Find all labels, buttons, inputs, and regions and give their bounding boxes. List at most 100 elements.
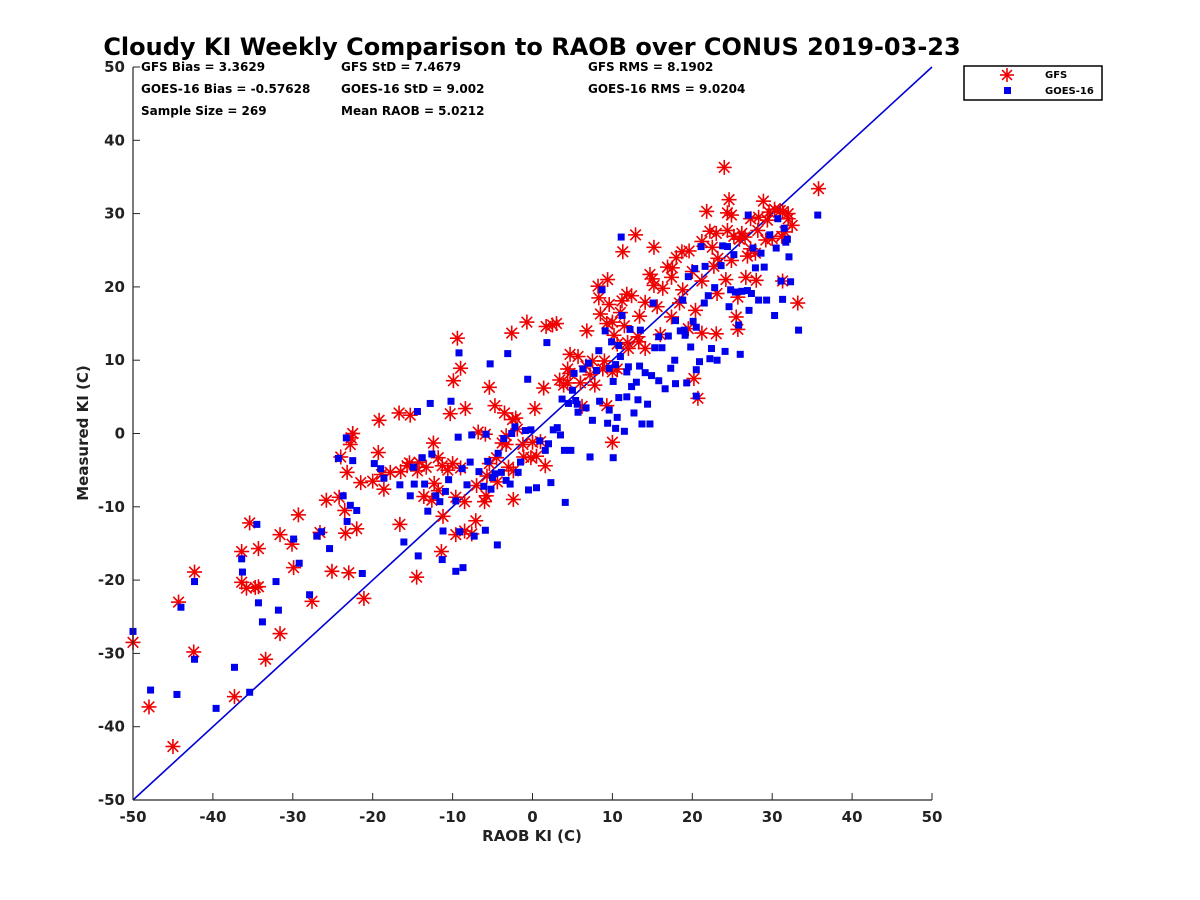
gfs-point bbox=[737, 229, 753, 245]
gfs-point bbox=[226, 689, 242, 705]
y-tick-label: -50 bbox=[98, 791, 125, 809]
gfs-point bbox=[519, 314, 535, 330]
x-tick-label: 20 bbox=[682, 808, 703, 826]
goes16-point bbox=[613, 413, 621, 421]
gfs-point bbox=[453, 360, 469, 376]
gfs-point bbox=[699, 203, 715, 219]
y-axis-ticks: -50 -40 -30 -20 -10 0 10 20 30 40 50 bbox=[98, 58, 140, 809]
goes16-point bbox=[525, 486, 533, 494]
goes16-point bbox=[421, 480, 429, 488]
gfs-point bbox=[497, 405, 513, 421]
gfs-point bbox=[600, 272, 616, 288]
gfs-point bbox=[570, 349, 586, 365]
gfs-point bbox=[592, 306, 608, 322]
legend: GFS GOES-16 bbox=[963, 65, 1103, 101]
y-tick-label: 10 bbox=[104, 351, 125, 369]
goes16-point bbox=[641, 369, 649, 377]
goes16-point bbox=[579, 365, 587, 373]
goes16-point bbox=[414, 552, 422, 560]
goes16-point bbox=[630, 409, 638, 417]
goes16-point bbox=[334, 454, 342, 462]
goes16-point bbox=[605, 406, 613, 414]
goes16-point bbox=[717, 262, 725, 270]
goes16-point bbox=[413, 408, 421, 416]
goes16-point bbox=[258, 618, 266, 626]
gfs-point bbox=[382, 464, 398, 480]
goes16-point bbox=[736, 350, 744, 358]
goes16-point bbox=[608, 338, 616, 346]
y-tick-label: 0 bbox=[115, 425, 125, 443]
goes16-point bbox=[295, 559, 303, 567]
gfs-point bbox=[186, 644, 202, 660]
gfs-point bbox=[481, 379, 497, 395]
y-tick-label: 20 bbox=[104, 278, 125, 296]
goes16-point bbox=[787, 278, 795, 286]
x-tick-label: 30 bbox=[762, 808, 783, 826]
gfs-point bbox=[587, 377, 603, 393]
goes16-point bbox=[692, 366, 700, 374]
goes16-point bbox=[561, 498, 569, 506]
chart-title: Cloudy KI Weekly Comparison to RAOB over… bbox=[103, 33, 960, 61]
goes16-point bbox=[484, 457, 492, 465]
legend-gfs-label: GFS bbox=[1045, 70, 1067, 81]
goes16-point bbox=[500, 435, 508, 443]
legend-gfs-asterisk bbox=[1000, 68, 1014, 82]
goes16-point bbox=[735, 321, 743, 329]
gfs-point bbox=[596, 353, 612, 369]
goes16-point bbox=[358, 570, 366, 578]
goes16-point bbox=[697, 243, 705, 251]
goes16-point bbox=[616, 353, 624, 361]
gfs-point bbox=[718, 272, 734, 288]
goes16-point bbox=[664, 332, 672, 340]
goes16-point bbox=[177, 603, 185, 611]
goes16-point bbox=[604, 419, 612, 427]
goes16-point bbox=[738, 287, 746, 295]
gfs-point bbox=[687, 302, 703, 318]
goes16-point bbox=[454, 433, 462, 441]
goes16-point bbox=[380, 474, 388, 482]
gfs-point bbox=[686, 371, 702, 387]
goes16-point bbox=[290, 535, 298, 543]
gfs-point bbox=[632, 308, 648, 324]
gfs-point bbox=[572, 375, 588, 391]
gfs-point bbox=[723, 207, 739, 223]
gfs-point bbox=[716, 159, 732, 175]
goes16-point bbox=[785, 253, 793, 261]
goes16-point bbox=[755, 296, 763, 304]
gfs-point bbox=[694, 273, 710, 289]
goes16-point bbox=[543, 339, 551, 347]
goes16-point bbox=[655, 333, 663, 341]
goes16-point bbox=[681, 331, 689, 339]
goes16-point bbox=[719, 242, 727, 250]
goes16-point bbox=[691, 265, 699, 273]
goes16-point bbox=[553, 424, 561, 432]
goes16-point bbox=[795, 326, 803, 334]
goes16-point bbox=[432, 492, 440, 500]
goes16-point bbox=[377, 465, 385, 473]
goes16-point bbox=[636, 362, 644, 370]
goes16-point bbox=[556, 431, 564, 439]
gfs-point bbox=[811, 181, 827, 197]
gfs-point bbox=[604, 314, 620, 330]
goes16-point bbox=[560, 446, 568, 454]
stat-gfs-rms: GFS RMS = 8.1902 bbox=[588, 60, 713, 74]
gfs-point bbox=[704, 239, 720, 255]
goes16-point bbox=[517, 458, 525, 466]
goes16-point bbox=[612, 424, 620, 432]
goes16-point bbox=[541, 446, 549, 454]
gfs-point bbox=[353, 475, 369, 491]
goes16-point bbox=[658, 344, 666, 352]
gfs-point bbox=[365, 473, 381, 489]
goes16-point bbox=[725, 303, 733, 311]
gfs-point bbox=[710, 250, 726, 266]
goes16-point bbox=[463, 481, 471, 489]
gfs-point bbox=[339, 464, 355, 480]
goes16-point bbox=[306, 591, 314, 599]
gfs-point bbox=[371, 412, 387, 428]
y-axis-label: Measured KI (C) bbox=[74, 365, 92, 501]
goes16-point bbox=[441, 487, 449, 495]
gfs-point bbox=[702, 223, 718, 239]
x-tick-label: 10 bbox=[602, 808, 623, 826]
stat-gfs-std: GFS StD = 7.4679 bbox=[341, 60, 461, 74]
